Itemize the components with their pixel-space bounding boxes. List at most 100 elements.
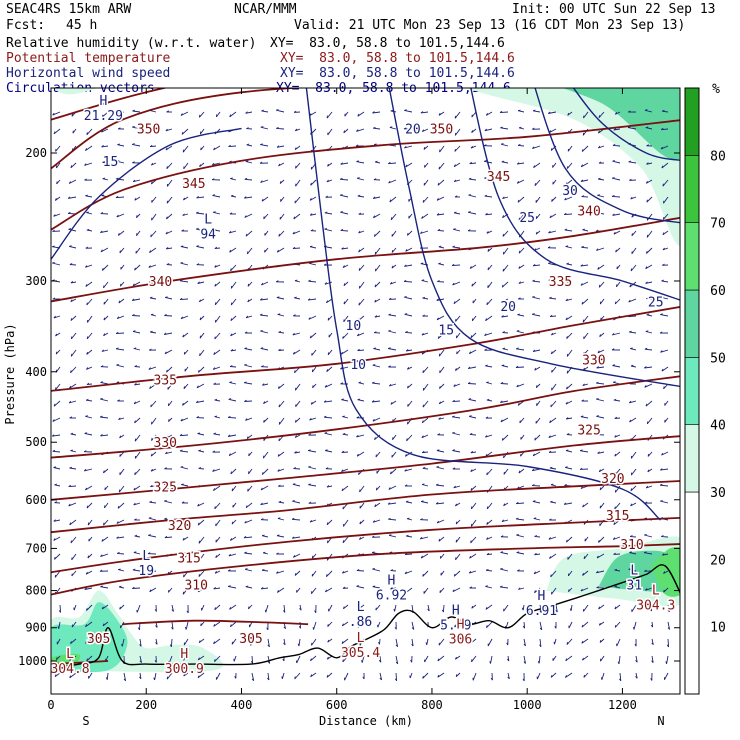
wind-vector xyxy=(118,127,125,130)
wind-vector xyxy=(278,162,285,167)
wind-vector xyxy=(555,604,558,613)
wind-vector xyxy=(292,349,301,355)
wind-vector xyxy=(646,247,653,254)
colorbar-unit: % xyxy=(712,82,720,97)
wind-vector xyxy=(375,604,381,611)
wind-vector xyxy=(243,536,253,539)
wind-vector xyxy=(85,194,93,198)
wind-vector xyxy=(198,570,205,577)
wind-vector xyxy=(663,570,669,574)
wind-vector xyxy=(388,485,397,490)
wind-vector xyxy=(165,553,173,557)
wind-vector xyxy=(196,383,205,389)
wind-vector xyxy=(356,128,365,132)
wind-vector xyxy=(372,417,381,422)
wind-vector xyxy=(532,313,541,317)
wind-label: 15 xyxy=(103,155,119,170)
wind-vector xyxy=(580,281,589,286)
wind-vector xyxy=(71,553,77,561)
wind-vector xyxy=(630,468,637,476)
y-tick-label: 600 xyxy=(25,493,47,507)
wind-vector xyxy=(326,655,333,660)
wind-vector xyxy=(644,533,653,538)
wind-vector xyxy=(373,126,381,130)
wind-vector xyxy=(54,196,61,201)
wind-vector xyxy=(214,332,221,340)
wind-vector xyxy=(197,587,205,593)
wind-vector xyxy=(56,638,61,645)
x-tick-label: 200 xyxy=(135,698,157,712)
wind-vector xyxy=(69,672,77,679)
wind-vector xyxy=(616,264,621,270)
wind-vector xyxy=(327,145,333,152)
wind-vector xyxy=(455,366,461,371)
wind-vector xyxy=(390,213,397,221)
wind-vector xyxy=(580,179,589,182)
wind-vector xyxy=(310,145,317,153)
wind-vector xyxy=(262,383,269,386)
wind-vector xyxy=(230,621,237,628)
wind-vector xyxy=(104,638,109,644)
wind-vector xyxy=(647,434,653,441)
wind-vector xyxy=(85,246,93,249)
wind-vector xyxy=(436,466,445,470)
wind-vector xyxy=(311,366,317,373)
wind-vector xyxy=(646,297,653,300)
wind-vector xyxy=(628,160,637,164)
wind-vector xyxy=(659,331,669,334)
extremum-value: 5.79 xyxy=(440,619,471,634)
wind-vector xyxy=(486,519,493,525)
wind-vector xyxy=(116,213,125,218)
theta-contour-325 xyxy=(51,435,680,501)
wind-vector xyxy=(341,468,349,473)
wind-vector xyxy=(340,211,349,215)
wind-vector xyxy=(150,230,157,238)
wind-vector xyxy=(615,247,621,253)
wind-vector xyxy=(296,655,301,664)
wind-vector xyxy=(341,638,349,644)
wind-vector xyxy=(403,127,413,130)
wind-vector xyxy=(470,450,477,454)
wind-vector xyxy=(292,332,301,336)
wind-vector xyxy=(666,638,670,648)
wind-vector xyxy=(327,162,333,167)
wind-vector xyxy=(405,500,413,504)
wind-vector xyxy=(469,415,477,419)
wind-vector xyxy=(278,500,285,504)
wind-vector xyxy=(422,314,429,317)
wind-vector xyxy=(250,655,254,664)
wind-vector xyxy=(356,451,365,457)
wind-vector xyxy=(470,536,477,544)
wind-vector xyxy=(453,211,461,215)
wind-vector xyxy=(147,552,157,555)
wind-vector xyxy=(422,672,429,679)
wind-vector xyxy=(631,213,637,218)
wind-vector xyxy=(212,366,221,370)
wind-vector xyxy=(116,381,125,385)
wind-vector xyxy=(101,536,109,542)
wind-vector xyxy=(166,110,172,113)
y-tick-label: 300 xyxy=(25,274,47,288)
wind-vector xyxy=(357,553,365,556)
wind-vector xyxy=(324,587,333,593)
wind-vector xyxy=(326,298,333,304)
colorbar-band-50 xyxy=(684,289,700,358)
wind-vector xyxy=(597,145,605,149)
wind-vector xyxy=(565,179,573,186)
wind-vector xyxy=(468,177,477,181)
wind-vector xyxy=(503,604,509,612)
wind-vector xyxy=(663,383,669,390)
wind-vector xyxy=(198,449,205,453)
wind-vector xyxy=(308,501,317,504)
wind-vector xyxy=(200,145,205,151)
wind-vector xyxy=(662,434,669,440)
wind-vector xyxy=(651,655,654,663)
wind-vector xyxy=(215,519,221,527)
wind-vector xyxy=(214,604,221,611)
wind-vector xyxy=(377,621,381,628)
wind-vector xyxy=(73,604,77,611)
wind-vector xyxy=(580,162,589,168)
wind-vector xyxy=(532,331,541,334)
wind-vector xyxy=(424,162,429,168)
wind-vector xyxy=(151,434,157,441)
